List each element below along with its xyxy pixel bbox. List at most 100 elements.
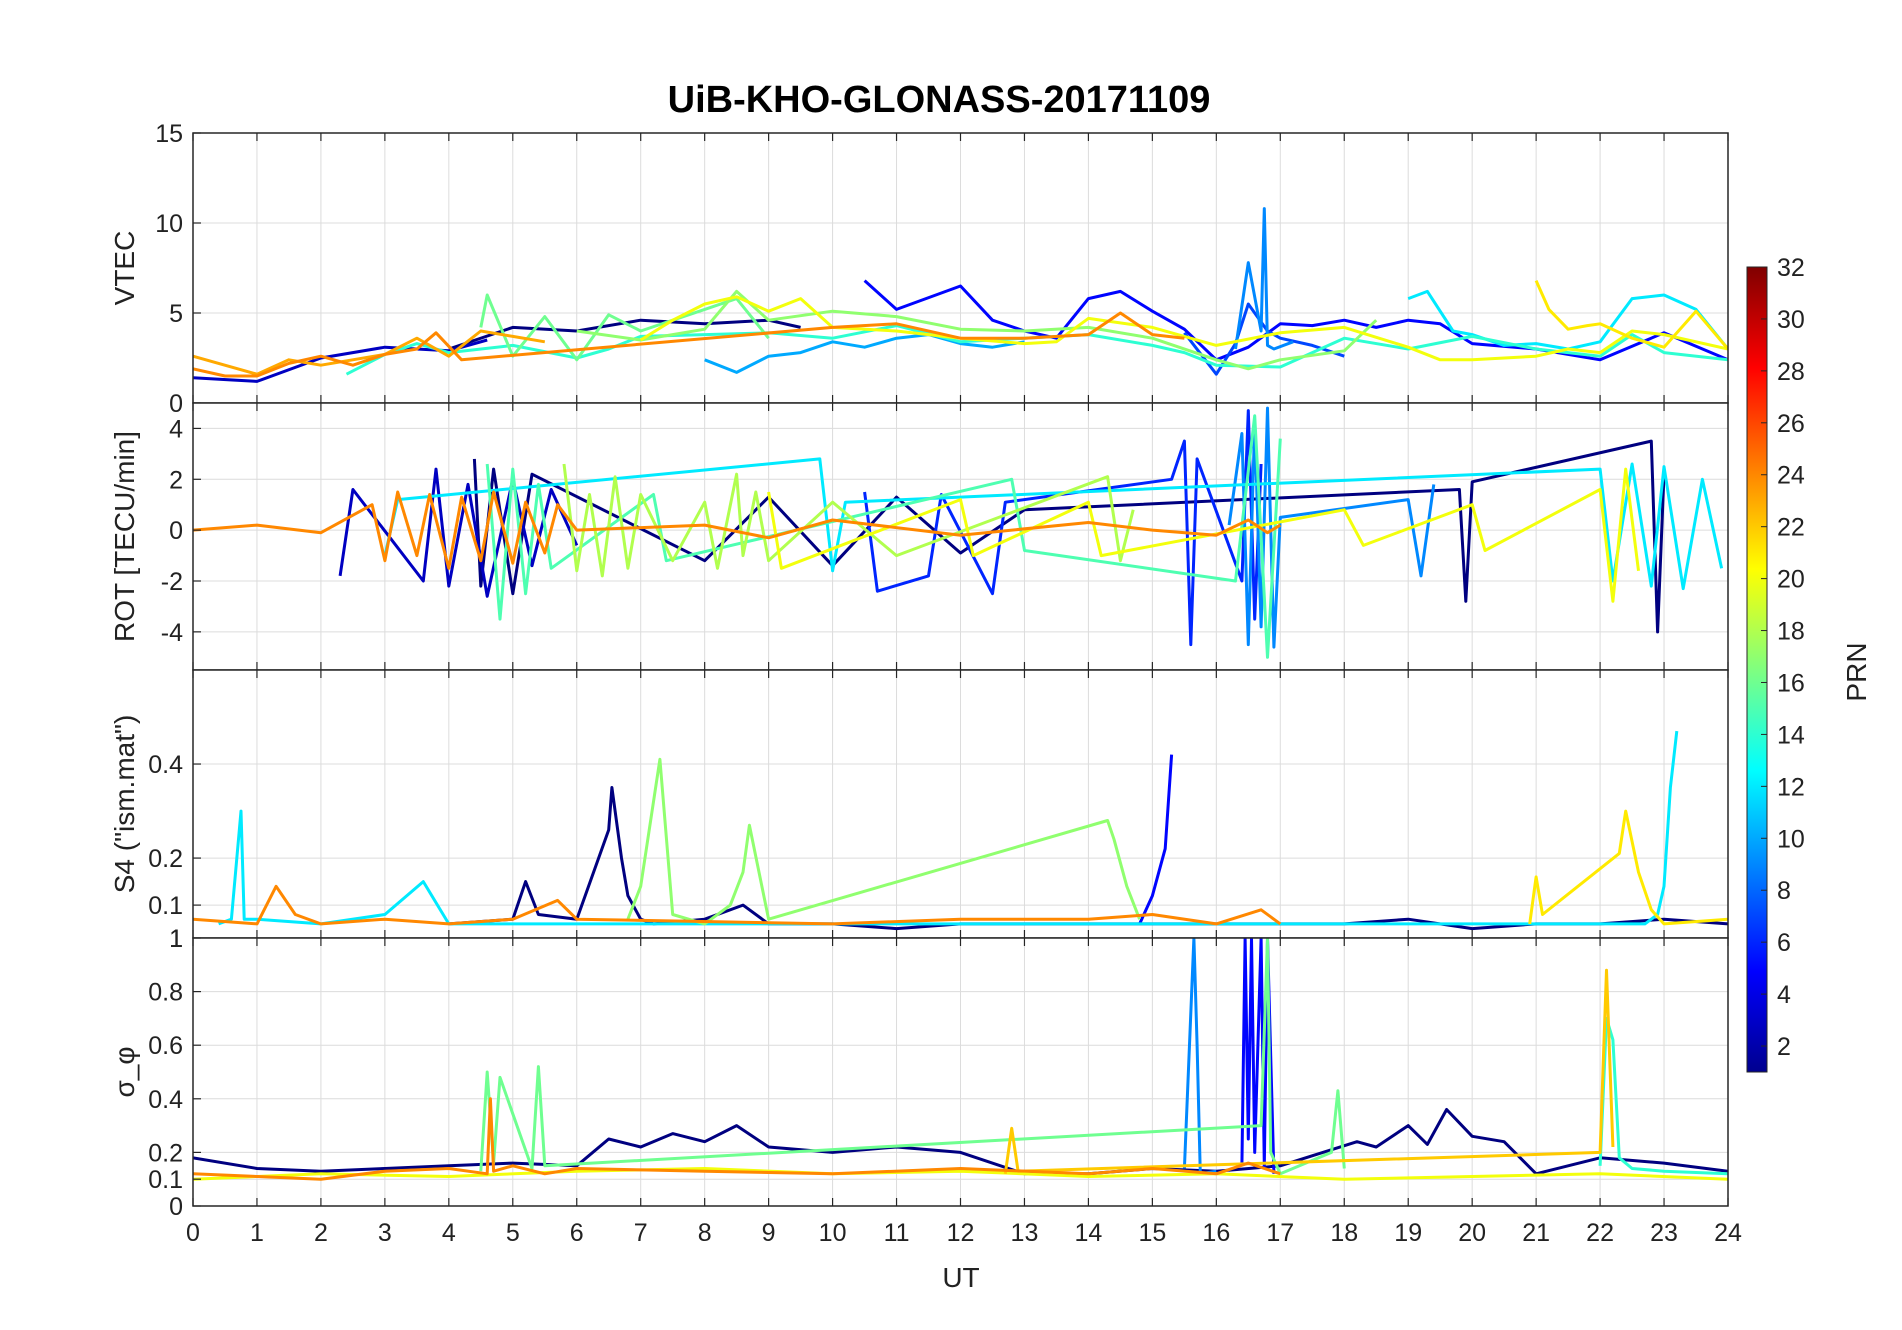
colorbar-tick-label: 32	[1777, 254, 1805, 282]
x-tick-label: 9	[762, 1219, 776, 1247]
colorbar-tick-label: 18	[1777, 618, 1805, 646]
colorbar-tick-label: 28	[1777, 358, 1805, 386]
series-line-prn-1	[193, 1108, 1728, 1176]
colorbar-tick-label: 16	[1777, 669, 1805, 697]
y-tick-label: 0.2	[148, 1139, 183, 1167]
x-tick-label: 3	[378, 1219, 392, 1247]
series-line-prn-5	[863, 279, 1728, 362]
colorbar-tick-label: 26	[1777, 410, 1805, 438]
panel-rot: -4 -2 0 2 4 ROT [TECU/min]	[109, 402, 1729, 671]
series-line-prn-9	[1234, 207, 1294, 351]
x-tick-label: 6	[570, 1219, 584, 1247]
x-tick-label: 11	[884, 1219, 910, 1247]
colorbar-tick-label: 14	[1777, 721, 1805, 749]
series-line-prn-16	[479, 938, 1346, 1176]
series-line-prn-10	[704, 333, 1025, 374]
x-axis-label: UT	[942, 1262, 979, 1293]
series-line-prn-5	[1240, 938, 1276, 1174]
x-tick-label: 10	[819, 1219, 847, 1247]
chart-title: UiB-KHO-GLONASS-20171109	[668, 79, 1211, 121]
series-line-prn-3	[193, 338, 488, 383]
colorbar-tick-label: 22	[1777, 514, 1805, 542]
series-line-prn-12	[218, 730, 1679, 926]
y-tick-label: 0.4	[148, 751, 183, 779]
x-axis: 0 1 2 3 4 5 6 7 8 9 10 11 12 13 14 15 16 17 18 19 20 21 22 23 24	[186, 1219, 1742, 1247]
y-tick-label: 0.6	[148, 1032, 183, 1060]
series-line-prn-12	[1407, 289, 1728, 351]
x-tick-label: 18	[1330, 1219, 1358, 1247]
x-tick-label: 4	[442, 1219, 456, 1247]
x-tick-label: 7	[634, 1219, 648, 1247]
series-line-prn-17	[576, 289, 1378, 371]
x-tick-label: 13	[1011, 1219, 1039, 1247]
x-tick-label: 16	[1202, 1219, 1230, 1247]
y-tick-label: 4	[169, 415, 183, 443]
panel-vtec: 0 5 10 15 VTEC	[109, 120, 1729, 418]
y-tick-label: 10	[155, 210, 183, 238]
x-tick-label: 22	[1586, 1219, 1614, 1247]
colorbar-tick-label: 24	[1777, 462, 1805, 490]
x-tick-label: 0	[186, 1219, 200, 1247]
series-group	[193, 938, 1728, 1181]
y-tick-label: 1	[169, 925, 183, 953]
x-tick-label: 1	[250, 1219, 264, 1247]
x-tick-label: 19	[1394, 1219, 1422, 1247]
y-tick-label: 2	[169, 466, 183, 494]
y-tick-label: 0.2	[148, 845, 183, 873]
series-line-prn-17	[626, 757, 1141, 926]
colorbar-tick-label: 2	[1777, 1033, 1791, 1061]
y-tick-label: -2	[161, 568, 183, 596]
series-line-prn-6	[863, 409, 1263, 647]
x-tick-label: 8	[698, 1219, 712, 1247]
y-tick-label: 5	[169, 300, 183, 328]
x-tick-label: 15	[1138, 1219, 1166, 1247]
colorbar-tick-label: 6	[1777, 929, 1791, 957]
series-line-prn-24	[193, 1097, 1281, 1181]
series-line-prn-22	[1003, 968, 1615, 1175]
colorbar-tick-label: 30	[1777, 306, 1805, 334]
colorbar-tick-label: 4	[1777, 981, 1791, 1009]
series-line-prn-23	[193, 329, 546, 376]
colorbar-tick-label: 20	[1777, 566, 1805, 594]
series-line-prn-12	[383, 457, 1724, 591]
y-axis-label: ROT [TECU/min]	[109, 431, 140, 642]
series-group	[193, 406, 1724, 659]
y-tick-label: 0	[169, 390, 183, 418]
series-line-prn-24	[193, 490, 1282, 570]
series-line-prn-24	[193, 884, 1282, 926]
x-tick-label: 24	[1714, 1219, 1742, 1247]
x-tick-label: 2	[314, 1219, 328, 1247]
colorbar-tick-label: 8	[1777, 877, 1791, 905]
y-axis-label: S4 ("ism.mat")	[109, 715, 140, 894]
y-tick-label: 0.4	[148, 1086, 183, 1114]
series-line-prn-21	[1528, 809, 1728, 926]
series-line-prn-14	[1598, 1016, 1728, 1176]
x-tick-label: 5	[506, 1219, 520, 1247]
series-line-prn-24	[193, 311, 1185, 378]
series-line-prn-20	[193, 1167, 1728, 1181]
series-group	[193, 730, 1728, 931]
panel-s4: 0.1 0.2 0.4 1 S4 ("ism.mat")	[109, 669, 1729, 953]
x-tick-label: 14	[1075, 1219, 1103, 1247]
colorbar-gradient	[1746, 266, 1768, 1073]
colorbar-label: PRN	[1841, 642, 1872, 701]
series-line-prn-20	[639, 295, 1728, 362]
x-tick-label: 21	[1522, 1219, 1550, 1247]
gridlines	[192, 670, 1729, 938]
series-group	[193, 207, 1728, 383]
x-tick-label: 12	[947, 1219, 975, 1247]
x-tick-label: 20	[1458, 1219, 1486, 1247]
y-tick-label: 0.8	[148, 979, 183, 1007]
y-tick-label: 0	[169, 1193, 183, 1221]
y-axis-label: σ_φ	[109, 1046, 140, 1097]
y-tick-label: 0.1	[148, 892, 183, 920]
gridlines	[192, 403, 1729, 670]
series-line-prn-5	[1138, 754, 1174, 925]
y-tick-label: 0.1	[148, 1166, 183, 1194]
x-tick-label: 17	[1266, 1219, 1294, 1247]
series-line-prn-20	[767, 467, 1640, 603]
colorbar-tick-label: 12	[1777, 773, 1805, 801]
